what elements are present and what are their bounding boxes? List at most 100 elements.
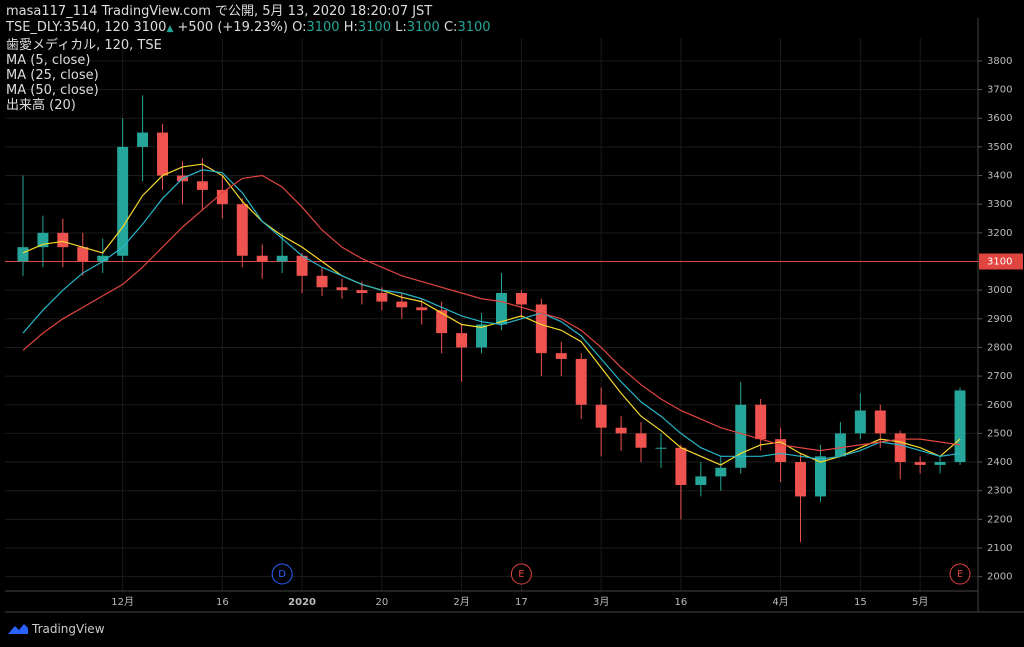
arrow: ▲ xyxy=(166,24,174,34)
y-tick-label: 3800 xyxy=(987,56,1012,67)
candle-body xyxy=(715,467,727,477)
event-label: D xyxy=(278,569,286,580)
candle-body xyxy=(814,456,826,497)
candle-body xyxy=(376,293,388,302)
legend: 歯愛メディカル, 120, TSE MA (5, close) MA (25, … xyxy=(6,38,491,113)
ma-line xyxy=(22,163,961,466)
candle-body xyxy=(555,353,567,359)
y-tick-label: 3700 xyxy=(987,85,1012,96)
l-value: 3100 xyxy=(406,20,440,35)
candle-body xyxy=(914,462,926,465)
candle-body xyxy=(695,476,707,485)
legend-symbol[interactable]: 歯愛メディカル, 120, TSE xyxy=(6,38,162,53)
candle-body xyxy=(396,301,408,308)
y-tick-label: 2000 xyxy=(987,572,1012,583)
c-label: C: xyxy=(443,20,458,35)
candle-body xyxy=(615,427,627,434)
candle-body xyxy=(894,433,906,463)
candle-body xyxy=(77,247,89,262)
y-tick-label: 2200 xyxy=(987,514,1012,525)
o-label: O: xyxy=(292,20,307,35)
candle-body xyxy=(775,439,787,463)
candle-body xyxy=(675,447,687,485)
y-tick-label: 3600 xyxy=(987,113,1012,124)
y-tick-label: 2700 xyxy=(987,371,1012,382)
x-tick-label: 4月 xyxy=(772,596,788,608)
h-value: 3100 xyxy=(357,20,391,35)
candle-body xyxy=(635,433,647,448)
last-price-tag xyxy=(979,253,1023,270)
x-tick-label: 3月 xyxy=(593,596,609,608)
x-tick-label: 16 xyxy=(675,597,688,608)
candle-body xyxy=(436,310,448,334)
y-tick-label: 3500 xyxy=(987,142,1012,153)
x-tick-label: 16 xyxy=(216,597,229,608)
l-label: L: xyxy=(395,20,407,35)
candle-body xyxy=(795,462,807,497)
candle-body xyxy=(137,132,149,147)
candle-body xyxy=(336,287,348,291)
event-label: E xyxy=(518,569,524,580)
candle-body xyxy=(57,232,69,248)
candle-body xyxy=(655,447,667,449)
candle-body xyxy=(834,433,846,457)
candle-body xyxy=(954,390,966,463)
candle-body xyxy=(117,146,129,256)
candle-body xyxy=(236,204,248,256)
quote-line: TSE_DLY:3540, 120 3100▲ +500 (+19.23%) O… xyxy=(6,20,491,37)
legend-ma50[interactable]: MA (50, close) xyxy=(6,83,99,98)
y-tick-label: 2300 xyxy=(987,486,1012,497)
published: masa117_114 TradingView.com で公開, 5月 13, … xyxy=(6,4,433,19)
h-label: H: xyxy=(343,20,358,35)
legend-volume[interactable]: 出来高 (20) xyxy=(6,98,76,113)
candle-body xyxy=(196,181,208,190)
candle-body xyxy=(256,255,268,262)
candle-body xyxy=(735,404,747,468)
candle-body xyxy=(874,410,886,434)
change: +500 (+19.23%) xyxy=(177,20,288,35)
candle-body xyxy=(416,307,428,311)
y-tick-label: 2900 xyxy=(987,314,1012,325)
candle-body xyxy=(157,132,169,176)
event-marker xyxy=(510,563,532,585)
candle-body xyxy=(495,293,507,325)
x-tick-label: 5月 xyxy=(912,596,928,608)
candle-body xyxy=(476,324,488,348)
candle-body xyxy=(456,333,468,348)
ma-line xyxy=(22,169,961,460)
y-tick-label: 3300 xyxy=(987,199,1012,210)
candle-body xyxy=(17,247,29,262)
legend-ma5[interactable]: MA (5, close) xyxy=(6,53,91,68)
candle-body xyxy=(575,358,587,405)
ma-line xyxy=(22,174,961,452)
x-tick-label: 15 xyxy=(854,597,867,608)
header: masa117_114 TradingView.com で公開, 5月 13, … xyxy=(6,4,491,113)
y-tick-label: 3400 xyxy=(987,171,1012,182)
candle-body xyxy=(595,404,607,428)
y-tick-label: 2100 xyxy=(987,543,1012,554)
y-tick-label: 3000 xyxy=(987,285,1012,296)
x-tick-label: 17 xyxy=(515,597,528,608)
candle-body xyxy=(97,255,109,262)
legend-ma25[interactable]: MA (25, close) xyxy=(6,68,99,83)
event-marker xyxy=(949,563,971,585)
y-tick-label: 2600 xyxy=(987,400,1012,411)
candle-body xyxy=(37,232,49,248)
candle-body xyxy=(934,462,946,465)
x-tick-label: 2020 xyxy=(288,597,316,608)
brand-name: TradingView xyxy=(32,622,105,636)
candle-body xyxy=(535,304,547,354)
candle-body xyxy=(316,275,328,288)
candle-body xyxy=(276,255,288,262)
x-tick-label: 20 xyxy=(375,597,388,608)
y-tick-label: 2800 xyxy=(987,342,1012,353)
candle-body xyxy=(515,293,527,305)
o-value: 3100 xyxy=(306,20,340,35)
candle-body xyxy=(356,290,368,294)
last: 3100 xyxy=(133,20,167,35)
candle-body xyxy=(296,255,308,276)
y-tick-label: 2400 xyxy=(987,457,1012,468)
brand: TradingView xyxy=(8,622,105,636)
